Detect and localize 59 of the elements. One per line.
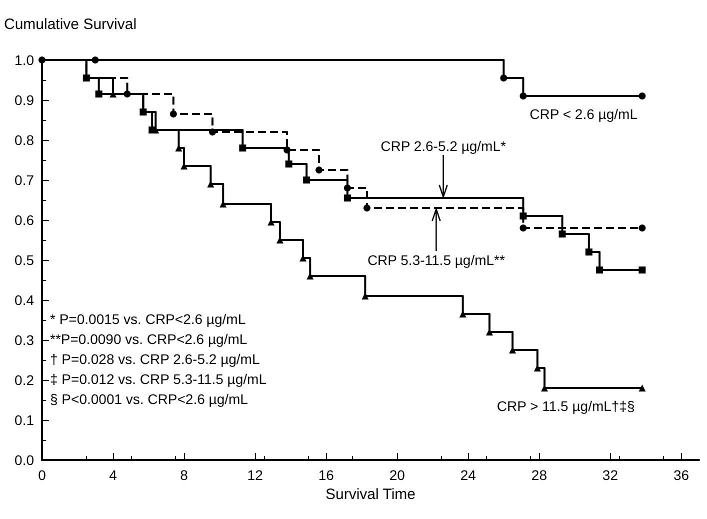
annotation: CRP < 2.6 µg/mL — [530, 106, 638, 122]
point — [500, 74, 508, 82]
x-tick-label: 20 — [389, 467, 406, 483]
x-tick-label: 4 — [109, 467, 118, 483]
point — [82, 74, 90, 82]
point — [124, 90, 131, 98]
point — [520, 92, 527, 100]
y-tick-label: 0.7 — [14, 172, 34, 188]
y-axis-title: Cumulative Survival — [4, 16, 137, 33]
y-tick-label: 0.5 — [14, 252, 34, 268]
point — [284, 146, 291, 154]
annotation: § P<0.0001 vs. CRP<2.6 µg/mL — [50, 391, 248, 407]
annotation: CRP 5.3-11.5 µg/mL** — [367, 252, 506, 268]
point — [638, 92, 646, 100]
point — [520, 212, 527, 220]
point — [170, 110, 177, 118]
y-tick-label: 1.0 — [14, 52, 34, 68]
y-tick-label: 0.6 — [14, 212, 34, 228]
y-tick-label: 0.0 — [14, 452, 34, 468]
x-tick-label: 28 — [531, 467, 548, 483]
y-tick-label: 0.2 — [14, 372, 34, 388]
point — [638, 266, 646, 274]
x-axis-title: Survival Time — [325, 486, 416, 503]
point — [239, 144, 246, 152]
x-tick-label: 8 — [180, 467, 188, 483]
annotation: * P=0.0015 vs. CRP<2.6 µg/mL — [50, 311, 246, 327]
point — [92, 56, 99, 64]
annotation: CRP > 11.5 µg/mL†‡§ — [496, 398, 635, 414]
point — [638, 224, 646, 232]
x-tick-label: 16 — [318, 467, 334, 483]
point — [596, 266, 604, 274]
x-tick-label: 24 — [460, 467, 476, 483]
y-tick-label: 0.4 — [14, 292, 34, 308]
point — [558, 230, 566, 238]
x-tick-label: 12 — [247, 467, 264, 483]
point — [585, 248, 592, 256]
point — [208, 128, 216, 136]
annotation: **P=0.0090 vs. CRP<2.6 µg/mL — [50, 331, 248, 347]
point — [363, 204, 370, 212]
point — [285, 160, 292, 168]
x-tick-label: 36 — [673, 467, 690, 483]
point — [344, 184, 351, 192]
y-tick-label: 0.3 — [14, 332, 34, 348]
x-tick-label: 0 — [38, 467, 46, 483]
y-tick-label: 0.1 — [14, 412, 34, 428]
annotation: CRP 2.6-5.2 µg/mL* — [380, 138, 507, 154]
point — [520, 224, 527, 232]
point — [95, 90, 102, 98]
point — [303, 176, 310, 184]
annotation: † P=0.028 vs. CRP 2.6-5.2 µg/mL — [50, 351, 260, 367]
point — [344, 194, 351, 202]
y-tick-label: 0.9 — [14, 92, 34, 108]
point — [316, 166, 323, 174]
y-tick-label: 0.8 — [14, 132, 34, 148]
point — [140, 108, 147, 116]
x-tick-label: 32 — [602, 467, 618, 483]
annotation: ‡ P=0.012 vs. CRP 5.3-11.5 µg/mL — [50, 371, 267, 387]
point — [638, 384, 646, 392]
point — [38, 56, 46, 64]
